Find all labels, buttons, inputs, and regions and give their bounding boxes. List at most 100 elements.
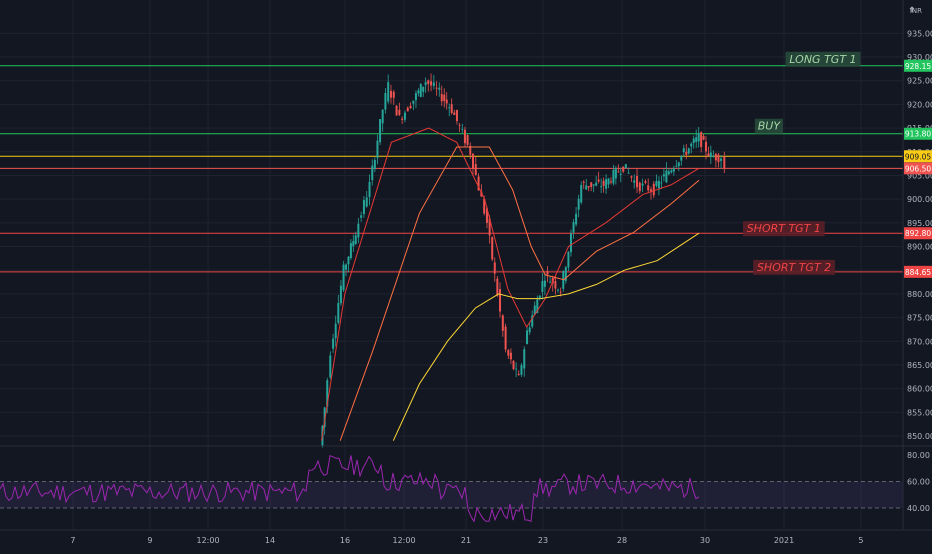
price-badge-label: 906.50 (905, 164, 931, 173)
candle-body (365, 197, 368, 207)
candle-body (520, 365, 523, 375)
annotation-label: BUY (758, 120, 782, 133)
y-tick-label: 855.00 (907, 408, 932, 417)
candle-body (323, 407, 326, 428)
candle-body (704, 141, 707, 152)
candle-body (655, 180, 658, 186)
candle-body (523, 349, 526, 369)
candle-body (633, 180, 636, 183)
candle-body (614, 167, 617, 179)
candle-body (515, 368, 518, 370)
candle-body (644, 181, 647, 183)
candle-body (685, 151, 688, 155)
candle-body (697, 133, 700, 142)
candle-body (660, 182, 663, 184)
candle-body (455, 109, 458, 122)
candle-body (354, 235, 357, 245)
candle-body (590, 182, 593, 187)
candle-body (435, 87, 438, 89)
candle-body (417, 90, 420, 94)
candle-body (549, 281, 552, 283)
candle-body (450, 104, 453, 114)
candle-body (723, 156, 726, 169)
candle-body (559, 291, 562, 293)
candle-body (509, 352, 512, 360)
ma-slow-line (392, 232, 700, 441)
candle-body (384, 93, 387, 110)
candle-body (624, 164, 627, 169)
price-badge-label: 892.80 (905, 229, 931, 238)
candle-body (517, 374, 520, 376)
candle-body (507, 350, 510, 356)
candle-body (595, 182, 598, 186)
candle-body (702, 135, 705, 140)
candle-body (638, 182, 641, 192)
candle-body (554, 280, 557, 289)
y-tick-label: 930.00 (907, 53, 932, 62)
annotation-bg (754, 118, 783, 134)
candle-body (667, 171, 670, 175)
candle-body (564, 267, 567, 281)
candle-body (329, 355, 332, 378)
x-tick-label: 30 (700, 536, 710, 545)
ma-mid-line (339, 146, 700, 441)
ma-fast-line (321, 127, 700, 441)
price-badge-label: 928.15 (905, 62, 931, 71)
candle-body (619, 173, 622, 175)
y-tick-label: 880.00 (907, 290, 932, 299)
x-tick-label: 12:00 (196, 536, 219, 545)
candle-body (371, 165, 374, 181)
candle-body (682, 148, 685, 153)
candle-body (427, 80, 430, 84)
candle-body (445, 99, 448, 104)
y-tick-label: 875.00 (907, 314, 932, 323)
x-tick-label: 28 (617, 536, 627, 545)
candle-body (362, 200, 365, 215)
candle-body (368, 181, 371, 197)
candle-body (401, 118, 404, 120)
price-badges: 928.15 913.80 909.05 906.50 892.80 884.65 (904, 59, 932, 278)
candle-body (496, 278, 499, 296)
candle-body (347, 256, 350, 265)
candle-body (406, 107, 409, 112)
candle-body (485, 208, 488, 223)
rsi-band-rect (0, 481, 903, 508)
candle-body (709, 152, 712, 158)
y-tick-label: 890.00 (907, 243, 932, 252)
candle-body (627, 172, 630, 174)
candle-body (577, 198, 580, 210)
candle-body (491, 237, 494, 260)
candle-body (414, 93, 417, 101)
candle-body (630, 176, 633, 178)
candle-body (448, 107, 451, 109)
candle-body (398, 109, 401, 115)
candle-body (541, 281, 544, 292)
rsi-band-fill (0, 481, 903, 508)
candle-body (641, 183, 644, 186)
candle-body (403, 112, 406, 120)
candle-body (557, 289, 560, 291)
candle-body (422, 86, 425, 92)
candle-body (419, 83, 422, 97)
x-tick-label: 2021 (774, 536, 794, 545)
candle-body (580, 184, 583, 203)
candle-body (707, 153, 710, 156)
price-badge (904, 150, 932, 163)
candle-body (379, 119, 382, 143)
candle-body (650, 189, 653, 192)
candle-body (469, 145, 472, 155)
candle-body (360, 215, 363, 218)
candle-body (657, 181, 660, 189)
candle-body (458, 124, 461, 126)
candle-body (461, 128, 464, 130)
price-badge (904, 162, 932, 175)
candle-body (720, 158, 723, 161)
candle-body (536, 299, 539, 314)
candle-body (438, 87, 441, 90)
candle-body (677, 162, 680, 167)
candle-body (471, 153, 474, 169)
candle-body (412, 100, 415, 104)
candle-body (622, 166, 625, 172)
